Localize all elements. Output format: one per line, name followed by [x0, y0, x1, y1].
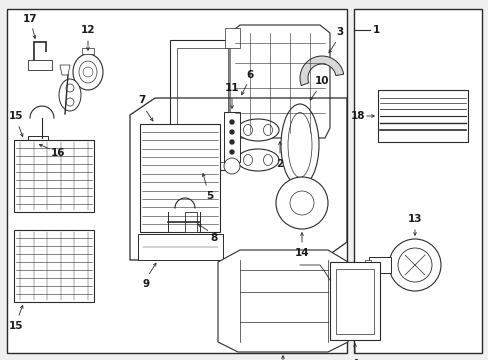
Text: 18: 18 — [350, 111, 365, 121]
Ellipse shape — [79, 61, 97, 83]
Text: 15: 15 — [9, 111, 23, 121]
Text: 16: 16 — [51, 148, 65, 158]
Circle shape — [83, 67, 93, 77]
Ellipse shape — [59, 79, 81, 111]
Circle shape — [229, 120, 234, 124]
Bar — [184, 212, 197, 232]
Ellipse shape — [73, 54, 103, 90]
Ellipse shape — [237, 119, 279, 141]
Bar — [28, 136, 48, 150]
Ellipse shape — [263, 154, 272, 166]
Bar — [224, 112, 240, 162]
Polygon shape — [60, 65, 70, 75]
Text: 2: 2 — [276, 159, 283, 169]
Text: 11: 11 — [224, 83, 239, 93]
Circle shape — [66, 84, 74, 92]
Bar — [14, 140, 94, 212]
Bar — [224, 28, 240, 48]
Ellipse shape — [243, 154, 252, 166]
Text: 7: 7 — [138, 95, 145, 105]
Ellipse shape — [287, 112, 311, 177]
Bar — [82, 48, 94, 54]
Circle shape — [388, 239, 440, 291]
Bar — [28, 60, 52, 70]
Bar — [7, 9, 346, 353]
Ellipse shape — [237, 149, 279, 171]
Ellipse shape — [263, 125, 272, 135]
Text: 5: 5 — [206, 191, 213, 201]
Circle shape — [229, 150, 234, 154]
Polygon shape — [299, 56, 343, 86]
Bar — [140, 124, 220, 232]
Ellipse shape — [243, 125, 252, 135]
Text: 10: 10 — [314, 76, 328, 86]
Bar — [329, 262, 379, 340]
Bar — [377, 90, 467, 142]
Circle shape — [275, 177, 327, 229]
Text: 17: 17 — [22, 14, 37, 24]
Text: 3: 3 — [336, 27, 343, 37]
Circle shape — [229, 140, 234, 144]
Circle shape — [229, 130, 234, 134]
Text: 1: 1 — [372, 25, 380, 35]
Bar — [14, 230, 94, 302]
Text: 12: 12 — [81, 25, 95, 35]
Polygon shape — [229, 25, 329, 138]
Circle shape — [66, 98, 74, 106]
Bar — [353, 9, 481, 353]
Bar — [138, 234, 223, 260]
Circle shape — [289, 191, 313, 215]
Circle shape — [397, 248, 431, 282]
Text: 4: 4 — [350, 359, 358, 360]
Text: 13: 13 — [407, 214, 421, 224]
Text: 14: 14 — [294, 248, 309, 258]
Bar — [170, 40, 235, 170]
Bar — [368, 257, 390, 273]
Text: 6: 6 — [246, 70, 253, 80]
Circle shape — [224, 158, 240, 174]
Bar — [335, 269, 373, 334]
Bar — [364, 260, 370, 270]
Text: 9: 9 — [142, 279, 149, 289]
Ellipse shape — [281, 104, 318, 186]
Polygon shape — [218, 250, 347, 352]
Bar — [177, 48, 227, 162]
Text: 15: 15 — [9, 321, 23, 331]
Text: 8: 8 — [210, 233, 217, 243]
